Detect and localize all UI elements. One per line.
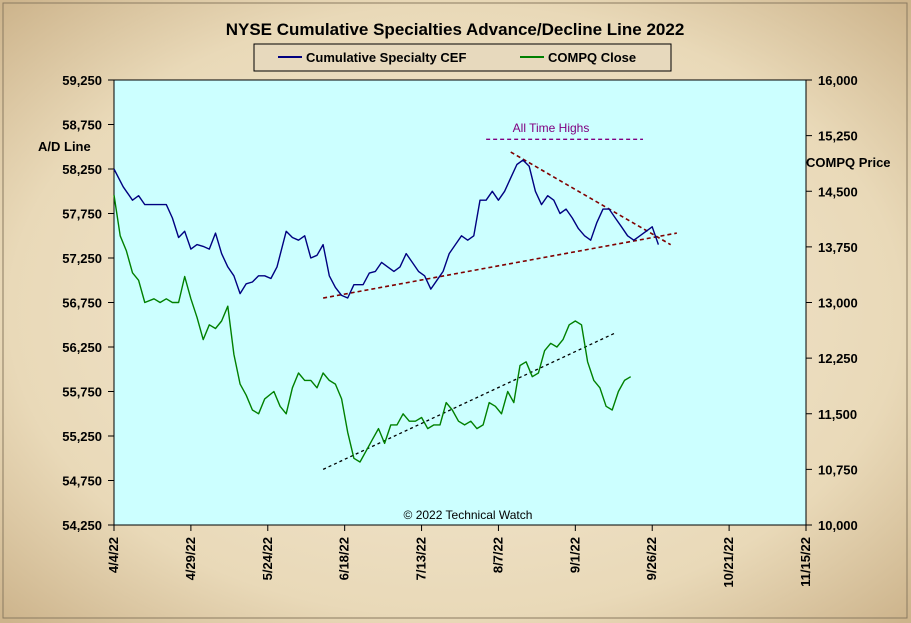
annotation-all-time-highs: All Time Highs: [513, 121, 590, 135]
y-left-tick-label: 57,250: [62, 251, 102, 266]
y-left-tick-label: 58,750: [62, 118, 102, 133]
x-tick-label: 10/21/22: [721, 537, 736, 588]
x-tick-label: 4/29/22: [183, 537, 198, 580]
y-left-tick-label: 58,250: [62, 162, 102, 177]
y-left-tick-label: 56,750: [62, 296, 102, 311]
x-tick-label: 9/1/22: [567, 537, 582, 573]
x-tick-label: 6/18/22: [337, 537, 352, 580]
y-left-tick-label: 57,750: [62, 207, 102, 222]
y-left-tick-label: 59,250: [62, 73, 102, 88]
plot-area: [113, 79, 807, 526]
x-tick-label: 5/24/22: [260, 537, 275, 580]
y-right-tick-label: 13,000: [818, 296, 858, 311]
right-axis: 16,000 15,250 14,500 13,750 13,000 12,250 11,5…: [806, 73, 858, 533]
y-left-tick-label: 56,250: [62, 340, 102, 355]
y-axis-right-label: COMPQ Price: [806, 155, 891, 170]
series-lines: [113, 159, 660, 463]
legend: Cumulative Specialty CEF COMPQ Close: [253, 43, 672, 72]
chart-title: NYSE Cumulative Specialties Advance/Decl…: [226, 20, 685, 39]
y-right-tick-label: 12,250: [818, 351, 858, 366]
y-right-tick-label: 10,000: [818, 518, 858, 533]
trendline-cef: [510, 151, 672, 246]
y-left-tick-label: 55,250: [62, 429, 102, 444]
y-left-tick-label: 55,750: [62, 385, 102, 400]
y-left-tick-label: 54,750: [62, 474, 102, 489]
series-line-cumulative-specialty-cef: [113, 159, 660, 299]
y-right-tick-label: 11,500: [818, 407, 857, 422]
x-axis: 4/4/22 4/29/22 5/24/22 6/18/22 7/13/22 8/7/22…: [106, 525, 813, 588]
legend-label-compq: COMPQ Close: [548, 50, 636, 65]
x-tick-label: 11/15/22: [798, 537, 813, 587]
series-line-compq-close: [113, 194, 632, 463]
trendline-cef: [322, 232, 677, 299]
annotations: All Time Highs: [486, 121, 643, 140]
x-tick-label: 9/26/22: [644, 537, 659, 580]
y-right-tick-label: 15,250: [818, 129, 858, 144]
y-right-tick-label: 16,000: [818, 73, 858, 88]
legend-box: [253, 43, 672, 72]
trendlines: [322, 151, 677, 470]
copyright-watermark: © 2022 Technical Watch: [404, 508, 533, 522]
y-right-tick-label: 13,750: [818, 240, 858, 255]
y-axis-left-label: A/D Line: [38, 139, 91, 154]
x-tick-label: 4/4/22: [106, 537, 121, 573]
x-tick-label: 8/7/22: [490, 537, 505, 573]
legend-label-cef: Cumulative Specialty CEF: [306, 50, 466, 65]
y-left-tick-label: 54,250: [62, 518, 102, 533]
y-right-tick-label: 14,500: [818, 184, 858, 199]
y-right-tick-label: 10,750: [818, 462, 858, 477]
x-tick-label: 7/13/22: [414, 537, 429, 580]
left-axis: 59,250 58,750 58,250 57,750 57,250 56,750 56,2…: [62, 73, 114, 533]
